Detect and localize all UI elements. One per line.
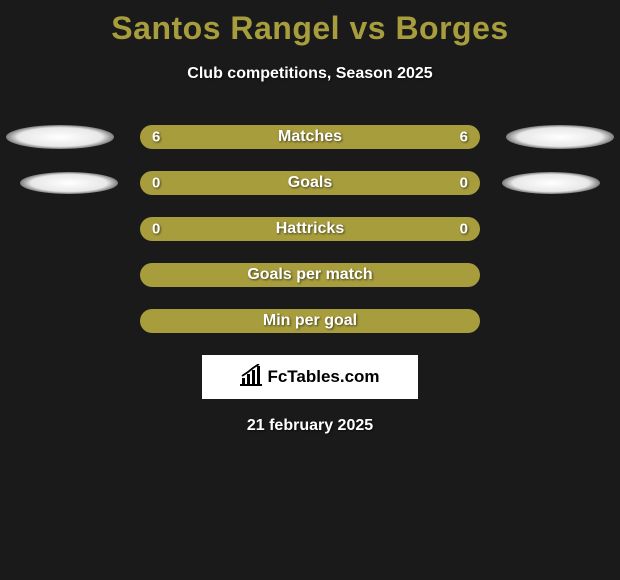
player-shadow-left bbox=[6, 125, 114, 149]
page-title: Santos Rangel vs Borges bbox=[0, 0, 620, 47]
stat-label: Goals per match bbox=[247, 266, 372, 284]
stat-value-right: 6 bbox=[460, 129, 468, 146]
logo-box: FcTables.com bbox=[202, 355, 418, 399]
stat-bar: Goals per match bbox=[140, 263, 480, 287]
stat-value-right: 0 bbox=[460, 175, 468, 192]
logo-text: FcTables.com bbox=[267, 367, 379, 387]
stat-bar: 6 Matches 6 bbox=[140, 125, 480, 149]
stat-row-hattricks: 0 Hattricks 0 bbox=[0, 217, 620, 241]
stat-bar: 0 Goals 0 bbox=[140, 171, 480, 195]
stat-label: Hattricks bbox=[276, 220, 344, 238]
stat-row-min-per-goal: Min per goal bbox=[0, 309, 620, 333]
stat-label: Min per goal bbox=[263, 312, 357, 330]
stats-container: 6 Matches 6 0 Goals 0 0 Hattricks 0 Goal… bbox=[0, 125, 620, 333]
date-label: 21 february 2025 bbox=[0, 417, 620, 435]
stat-row-goals: 0 Goals 0 bbox=[0, 171, 620, 195]
player-shadow-right bbox=[506, 125, 614, 149]
player-shadow-right bbox=[502, 172, 600, 194]
stat-row-goals-per-match: Goals per match bbox=[0, 263, 620, 287]
stat-value-left: 6 bbox=[152, 129, 160, 146]
stat-label: Matches bbox=[278, 128, 342, 146]
stat-bar: Min per goal bbox=[140, 309, 480, 333]
stat-value-right: 0 bbox=[460, 221, 468, 238]
stat-value-left: 0 bbox=[152, 221, 160, 238]
stat-row-matches: 6 Matches 6 bbox=[0, 125, 620, 149]
player-shadow-left bbox=[20, 172, 118, 194]
chart-icon bbox=[240, 364, 262, 391]
stat-value-left: 0 bbox=[152, 175, 160, 192]
subtitle: Club competitions, Season 2025 bbox=[0, 65, 620, 83]
stat-label: Goals bbox=[288, 174, 332, 192]
stat-bar: 0 Hattricks 0 bbox=[140, 217, 480, 241]
